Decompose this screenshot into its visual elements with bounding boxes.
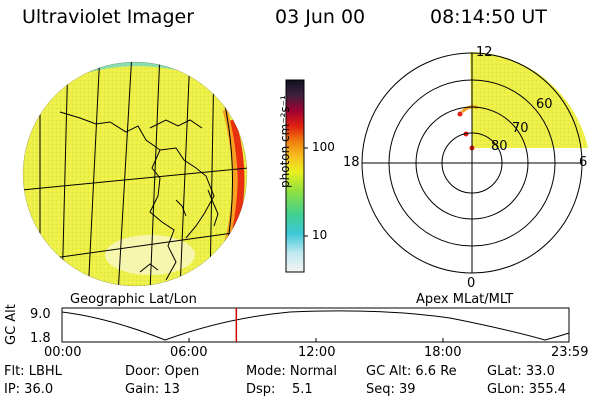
time-label: 08:14:50 UT: [430, 6, 547, 28]
instrument-title: Ultraviolet Imager: [22, 6, 195, 28]
info-glat: GLat: 33.0: [487, 364, 555, 379]
mlt-label-0: 0: [467, 276, 476, 291]
info-seq: Seq: 39: [366, 382, 416, 397]
colorbar: [285, 79, 308, 273]
info-mode: Mode: Normal: [246, 364, 337, 379]
info-flt: Flt: LBHL: [4, 364, 62, 379]
coastlines: [59, 111, 219, 281]
altitude-ytick: 1.8: [30, 331, 51, 346]
info-ip: IP: 36.0: [4, 382, 54, 397]
date-label: 03 Jun 00: [275, 6, 366, 28]
colorbar-tick: 100: [312, 140, 335, 154]
colorbar-tick: 10: [312, 228, 328, 242]
mlt-label-18: 18: [343, 155, 360, 170]
altitude-plot: [61, 307, 570, 343]
time-tick: 18:00: [424, 345, 462, 360]
time-tick: 12:00: [298, 345, 336, 360]
apex-panel-label: Apex MLat/MLT: [416, 292, 514, 307]
time-tick: 23:59: [551, 345, 589, 360]
mlt-label-6: 6: [579, 155, 588, 170]
lat-label-80: 80: [491, 139, 508, 154]
time-tick: 06:00: [170, 345, 208, 360]
lat-label-70: 70: [512, 121, 529, 136]
altitude-ylabel: GC Alt: [4, 304, 19, 345]
colorbar-unit-label: photon cm⁻²s⁻¹: [278, 95, 292, 188]
earth-image: [22, 61, 248, 287]
time-tick: 00:00: [44, 345, 82, 360]
info-glon: GLon: 355.4: [487, 382, 567, 397]
info-gain: Gain: 13: [125, 382, 180, 397]
info-door: Door: Open: [125, 364, 200, 379]
geographic-panel-label: Geographic Lat/Lon: [70, 292, 197, 307]
mlt-label-12: 12: [476, 45, 493, 60]
info-gc-alt: GC Alt: 6.6 Re: [366, 364, 457, 379]
info-dsp: Dsp: 5.1: [246, 382, 313, 397]
aurora-spot: [457, 111, 463, 117]
altitude-ytick: 9.0: [30, 307, 51, 322]
lat-label-60: 60: [536, 97, 553, 112]
x-ticks: [61, 338, 570, 342]
